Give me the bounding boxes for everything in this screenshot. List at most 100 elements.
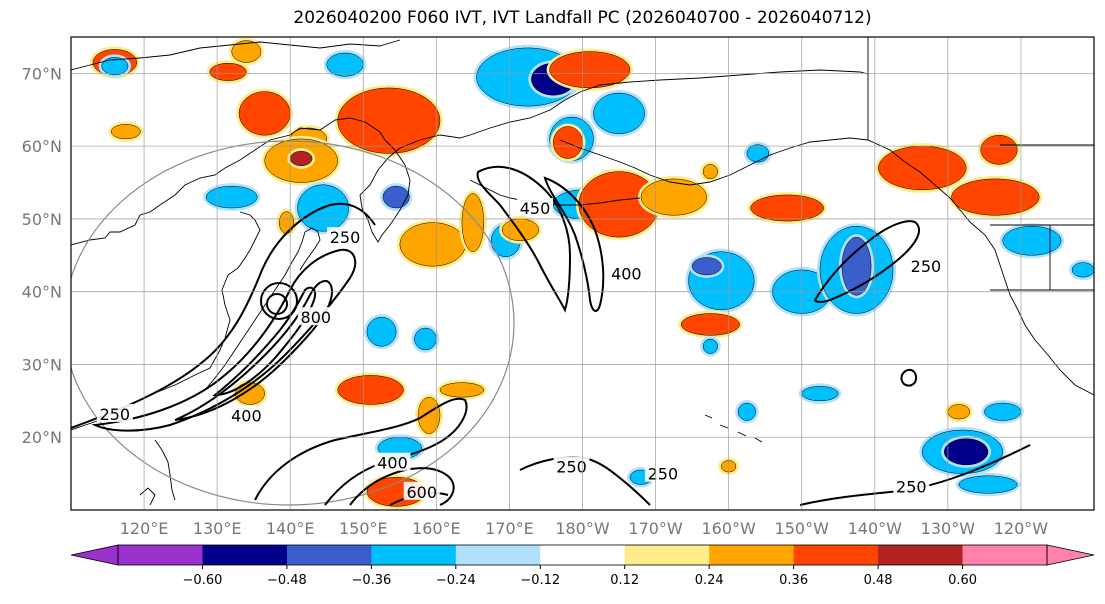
pc-feature — [417, 396, 441, 434]
gridlines-meridians — [71, 37, 1022, 510]
pc-feature — [691, 257, 722, 276]
colorbar-tick-label: 0.12 — [610, 573, 639, 588]
pc-feature — [702, 338, 718, 354]
pc-feature — [947, 404, 971, 420]
pc-feature — [984, 402, 1022, 421]
longitude-tick-label: 120°E — [120, 519, 169, 538]
ivt-contour-label-bg — [297, 307, 334, 326]
colorbar: −0.60 −0.48 −0.36 −0.24 −0.12 0.12 0.24 0.36 0.4… — [70, 544, 1095, 588]
ivt-contour-label: 800 — [297, 307, 334, 327]
longitude-tick-label: 120°W — [994, 519, 1049, 538]
pc-feature — [101, 57, 129, 76]
longitude-tick-label: 170°W — [628, 519, 683, 538]
pc-feature — [750, 194, 824, 222]
colorbar-bin — [286, 545, 372, 565]
colorbar-over-extension — [1046, 544, 1095, 566]
pc-feature — [943, 438, 989, 466]
ivt-contour-label: 250 — [893, 476, 930, 497]
pc-feature — [501, 218, 539, 242]
longitude-tick-label: 150°E — [339, 519, 388, 538]
ivt-contour-label: 400 — [374, 452, 411, 473]
pc-feature — [951, 178, 1040, 216]
pc-feature — [801, 386, 839, 402]
pc-feature — [549, 51, 631, 89]
latitude-tick-label: 50°N — [22, 210, 62, 229]
ivt-contour-label: 600 — [403, 481, 440, 502]
latitude-tick-label: 20°N — [22, 428, 62, 447]
colorbar-bin — [202, 545, 288, 565]
longitude-tick-label: 150°W — [775, 519, 830, 538]
ivt-contour-label-text: 250 — [556, 457, 587, 476]
ivt-contour-label: 250 — [327, 227, 364, 247]
latitude-tick-label: 70°N — [22, 64, 62, 83]
longitude-tick-label: 160°E — [412, 519, 461, 538]
ivt-contour-label-text: 250 — [330, 228, 361, 247]
colorbar-frame — [117, 544, 1048, 566]
ivt-contour-label-text: 250 — [648, 465, 679, 484]
ivt-contour-400-aleutian — [543, 176, 605, 312]
pc-feature — [366, 316, 397, 347]
longitude-tick-label: 140°W — [848, 519, 903, 538]
colorbar-tick-label: 0.60 — [948, 573, 977, 588]
pc-feature — [382, 185, 410, 209]
ivt-contour-label: 450 — [517, 198, 554, 218]
pc-feature — [1071, 262, 1094, 278]
pc-feature — [461, 193, 485, 252]
coastline-hawaii — [704, 414, 763, 443]
pc-feature — [702, 164, 718, 180]
longitude-tick-label: 180°W — [555, 519, 610, 538]
pc-feature — [209, 62, 247, 81]
colorbar-bin — [371, 545, 457, 565]
colorbar-tick-label: −0.24 — [436, 573, 476, 588]
colorbar-bin — [709, 545, 795, 565]
gridlines-parallels — [71, 72, 1094, 438]
ivt-contour-label: 250 — [907, 256, 944, 276]
ivt-contour-label-text: 600 — [406, 483, 437, 502]
ivt-contour-label-text: 400 — [611, 265, 642, 284]
ivt-contour-250-jet — [71, 202, 376, 429]
coastline-asia — [71, 39, 401, 246]
colorbar-tick-label: 0.36 — [779, 573, 808, 588]
pc-feature — [640, 178, 707, 216]
pc-feature — [279, 211, 295, 234]
ivt-contour-800-ring — [260, 282, 298, 320]
pc-feature — [326, 52, 364, 77]
ivt-contour-250-central — [519, 456, 651, 506]
colorbar-bin — [624, 545, 710, 565]
longitude-labels: 120°E 130°E 140°E 150°E 160°E 170°E 180°W 170°W… — [120, 519, 1049, 538]
pc-feature — [593, 92, 645, 135]
ivt-contour-label-text: 450 — [520, 199, 551, 218]
colorbar-under-extension — [70, 544, 119, 566]
map-area: 250 250 400 800 450 400 400 600 250 250 250 250 — [71, 37, 1094, 510]
ivt-contour-label-bg — [228, 405, 265, 424]
pc-feature — [737, 402, 756, 421]
ivt-contour-label-bg — [644, 463, 681, 482]
ivt-contour-label-bg — [403, 481, 440, 500]
ivt-contour-label-text: 250 — [896, 478, 927, 497]
ivt-contour-label-bg — [96, 403, 133, 422]
coastline-north-america — [867, 37, 1094, 396]
longitude-tick-label: 170°E — [485, 519, 534, 538]
pc-feature — [958, 475, 1018, 494]
chart-title: 2026040200 F060 IVT, IVT Landfall PC (20… — [293, 8, 872, 28]
pc-feature — [337, 375, 404, 405]
ivt-contour-250-aleutian — [476, 165, 572, 313]
colorbar-bin — [455, 545, 541, 565]
ivt-contour-label-bg — [517, 198, 554, 217]
ivt-contour-label-text: 400 — [231, 406, 262, 425]
ivt-contour-label-text: 800 — [301, 308, 332, 327]
colorbar-bin — [793, 545, 879, 565]
colorbar-tick-label: 0.48 — [864, 573, 893, 588]
longitude-tick-label: 130°E — [193, 519, 242, 538]
pc-feature — [878, 145, 967, 191]
ivt-contour-label: 250 — [644, 463, 681, 484]
ivt-contour-label: 400 — [608, 263, 645, 284]
colorbar-bin — [118, 545, 203, 565]
pc-feature — [746, 144, 770, 163]
ivt-contour-label-bg — [374, 452, 411, 471]
gridlines — [71, 37, 1094, 510]
pc-feature — [238, 91, 291, 136]
ivt-contour-label: 400 — [228, 405, 265, 425]
pc-feature — [399, 222, 466, 267]
colorbar-tick-label: −0.12 — [520, 573, 560, 588]
